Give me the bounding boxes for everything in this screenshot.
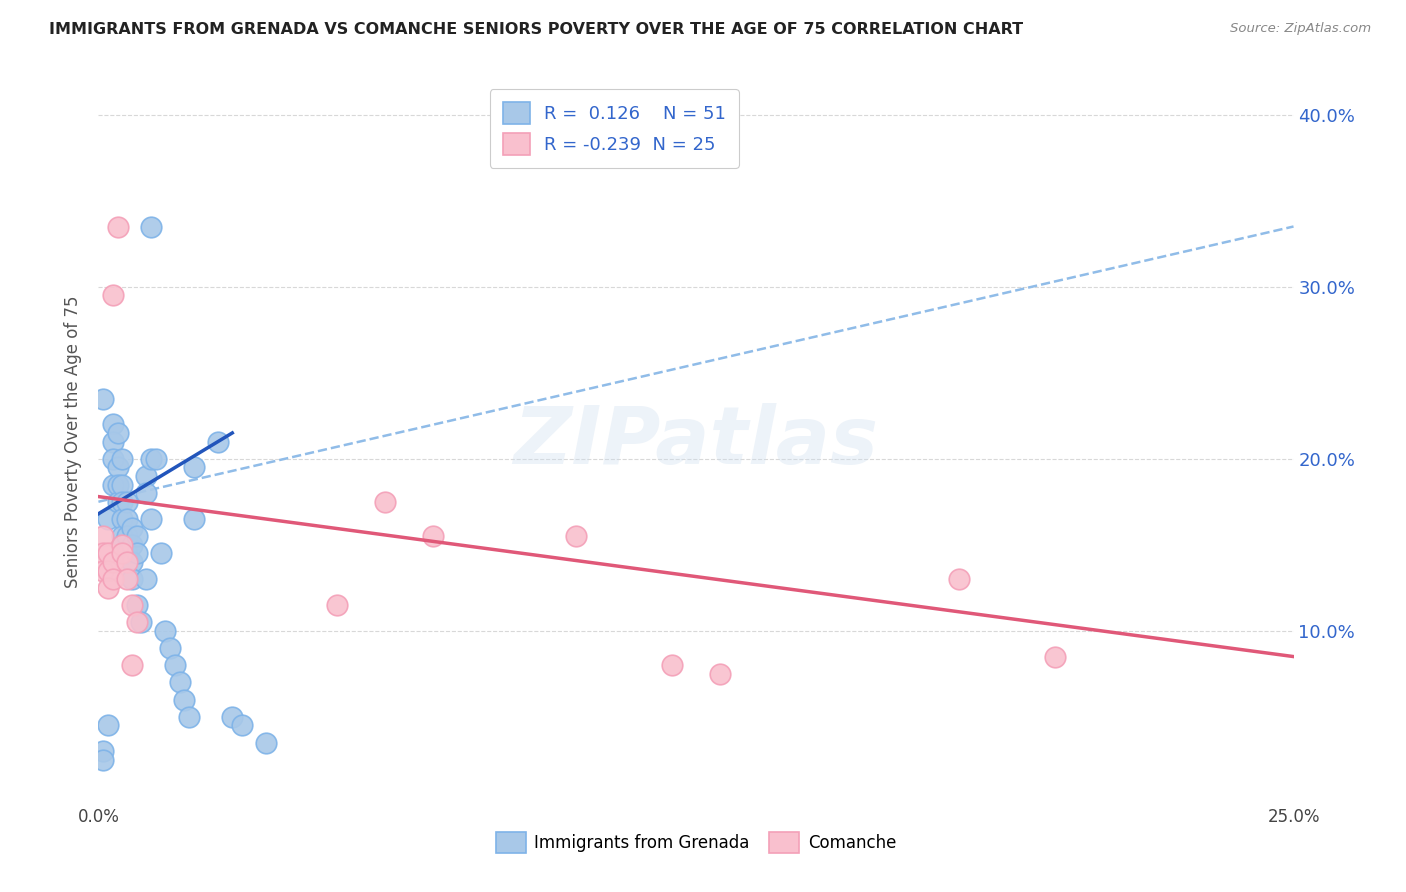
Point (326, 598, 349, 612)
Point (97, 718, 120, 732)
Point (97, 512, 120, 526)
Point (131, 615, 153, 630)
Point (107, 219, 129, 234)
Point (115, 529, 138, 543)
Point (107, 425, 129, 440)
Point (91, 529, 114, 543)
Point (121, 658, 143, 673)
Point (169, 675, 191, 690)
Point (101, 288, 124, 302)
Point (111, 538, 134, 552)
Point (661, 658, 683, 673)
Point (125, 546, 148, 560)
Point (159, 640, 181, 655)
Point (111, 494, 134, 508)
Point (121, 538, 143, 552)
Point (121, 572, 143, 586)
Point (111, 451, 134, 466)
Point (91, 744, 114, 758)
Point (111, 529, 134, 543)
Point (121, 520, 143, 534)
Point (107, 460, 129, 475)
Point (91, 546, 114, 560)
Point (115, 572, 138, 586)
Point (115, 512, 138, 526)
Point (565, 529, 588, 543)
Point (155, 624, 177, 638)
Point (125, 598, 148, 612)
Point (121, 598, 143, 612)
Point (115, 546, 138, 560)
Point (115, 555, 138, 569)
Point (139, 512, 162, 526)
Point (97, 581, 120, 595)
Point (709, 666, 731, 681)
Point (183, 460, 205, 475)
Point (111, 538, 134, 552)
Point (139, 451, 162, 466)
Text: ZIPatlas: ZIPatlas (513, 402, 879, 481)
Text: IMMIGRANTS FROM GRENADA VS COMANCHE SENIORS POVERTY OVER THE AGE OF 75 CORRELATI: IMMIGRANTS FROM GRENADA VS COMANCHE SENI… (49, 22, 1024, 37)
Legend: Immigrants from Grenada, Comanche: Immigrants from Grenada, Comanche (489, 826, 903, 860)
Point (101, 417, 124, 432)
Point (97, 546, 120, 560)
Point (231, 718, 253, 732)
Point (111, 546, 134, 560)
Point (125, 529, 148, 543)
Point (163, 658, 186, 673)
Point (139, 219, 162, 234)
Y-axis label: Seniors Poverty Over the Age of 75: Seniors Poverty Over the Age of 75 (65, 295, 83, 588)
Point (101, 572, 124, 586)
Point (111, 512, 134, 526)
Point (1043, 649, 1066, 664)
Point (91, 753, 114, 767)
Text: Source: ZipAtlas.com: Source: ZipAtlas.com (1230, 22, 1371, 36)
Point (107, 494, 129, 508)
Point (115, 494, 138, 508)
Point (135, 486, 157, 500)
Point (145, 451, 167, 466)
Point (101, 555, 124, 569)
Point (91, 564, 114, 578)
Point (948, 572, 970, 586)
Point (173, 692, 195, 706)
Point (125, 615, 148, 630)
Point (179, 710, 201, 724)
Point (97, 564, 120, 578)
Point (254, 735, 277, 749)
Point (107, 477, 129, 491)
Point (149, 546, 172, 560)
Point (101, 477, 124, 491)
Point (183, 512, 205, 526)
Point (221, 710, 243, 724)
Point (135, 572, 157, 586)
Point (121, 555, 143, 569)
Point (101, 434, 124, 449)
Point (422, 529, 444, 543)
Point (91, 392, 114, 406)
Point (111, 477, 134, 491)
Point (135, 469, 157, 483)
Point (207, 434, 229, 449)
Point (374, 494, 396, 508)
Point (101, 451, 124, 466)
